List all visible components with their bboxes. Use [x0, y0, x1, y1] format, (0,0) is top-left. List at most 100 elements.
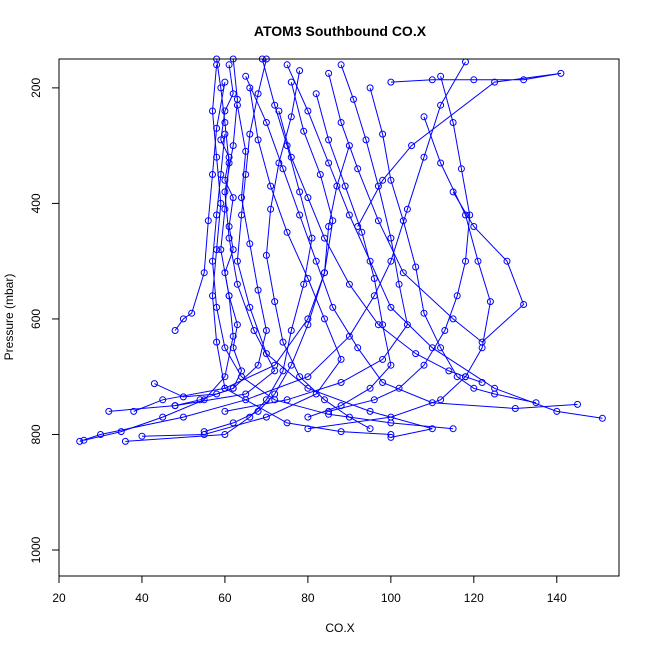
data-point — [333, 182, 341, 190]
data-point — [304, 413, 312, 421]
data-point — [150, 380, 158, 388]
data-point — [470, 223, 478, 230]
data-point — [345, 211, 353, 219]
x-tick-label: 100 — [381, 591, 401, 605]
data-point — [254, 361, 262, 369]
data-point — [221, 176, 229, 184]
data-point — [130, 407, 138, 415]
data-point — [304, 373, 312, 381]
data-point — [574, 400, 581, 408]
data-point — [213, 211, 221, 219]
data-point — [221, 188, 229, 196]
data-point — [204, 217, 212, 225]
data-point — [598, 414, 606, 422]
data-point — [159, 413, 167, 421]
data-point — [420, 113, 428, 121]
data-point — [345, 332, 353, 340]
data-point — [225, 292, 233, 300]
data-point — [246, 84, 254, 92]
data-point — [287, 361, 295, 369]
series-line — [125, 58, 313, 442]
series-line — [328, 76, 471, 412]
data-point — [254, 286, 262, 294]
data-point — [213, 303, 221, 311]
data-point — [370, 275, 378, 282]
data-point — [345, 142, 353, 150]
data-point — [209, 171, 216, 178]
data-point — [262, 119, 270, 126]
data-point — [366, 84, 374, 92]
series-9 — [354, 69, 565, 230]
data-point — [271, 361, 279, 369]
data-point — [229, 332, 237, 340]
series-line — [204, 81, 334, 433]
series-line — [307, 93, 392, 418]
data-point — [437, 72, 445, 80]
data-point — [412, 263, 420, 271]
data-point — [262, 327, 270, 334]
data-point — [283, 419, 291, 427]
data-point — [437, 159, 445, 167]
data-point — [325, 69, 333, 77]
data-point — [271, 298, 279, 306]
series-19 — [325, 72, 474, 415]
data-point — [350, 95, 357, 103]
data-point — [213, 338, 221, 346]
data-point — [267, 205, 275, 213]
series-line — [307, 116, 491, 430]
series-line — [174, 82, 226, 331]
y-tick-label: 1000 — [29, 536, 43, 563]
series-14 — [130, 142, 353, 415]
x-tick-label: 60 — [218, 591, 232, 605]
data-point — [470, 76, 478, 84]
data-point — [329, 217, 337, 225]
data-point — [321, 234, 328, 242]
data-point — [121, 437, 129, 445]
data-point — [486, 298, 494, 306]
data-point — [304, 194, 312, 202]
data-point — [321, 269, 328, 277]
y-axis-label: Pressure (mbar) — [2, 274, 16, 361]
data-point — [271, 101, 279, 109]
data-point — [159, 396, 167, 404]
series-line — [328, 73, 525, 343]
data-point — [200, 428, 208, 436]
series-16 — [200, 78, 337, 436]
data-point — [478, 379, 486, 386]
data-point — [217, 246, 225, 254]
data-point — [229, 384, 237, 392]
data-point — [329, 303, 337, 311]
data-point — [229, 194, 237, 202]
series-line — [83, 58, 234, 441]
data-point — [217, 136, 225, 144]
data-point — [520, 76, 528, 84]
series-line — [79, 61, 466, 442]
data-point — [283, 228, 291, 236]
data-point — [387, 78, 395, 86]
series-line — [211, 64, 391, 435]
data-point — [366, 425, 374, 433]
data-point — [366, 407, 374, 415]
series-line — [357, 72, 561, 227]
series-15 — [150, 61, 245, 401]
data-point — [420, 153, 428, 161]
data-point — [358, 228, 366, 236]
data-point — [196, 396, 204, 404]
x-axis: 20 40 60 80 100 120 140 — [52, 576, 567, 605]
data-point — [275, 159, 283, 167]
data-point — [242, 171, 250, 178]
data-point — [221, 373, 229, 381]
data-point — [287, 78, 295, 86]
data-point — [449, 119, 457, 126]
data-point — [441, 327, 449, 334]
data-point — [304, 384, 312, 392]
data-point — [412, 350, 420, 358]
data-point — [279, 367, 287, 375]
data-point — [267, 182, 275, 190]
series-24 — [221, 61, 411, 415]
data-point — [233, 321, 241, 329]
series-20 — [171, 101, 270, 410]
series-line — [133, 145, 350, 412]
data-point — [221, 344, 229, 352]
